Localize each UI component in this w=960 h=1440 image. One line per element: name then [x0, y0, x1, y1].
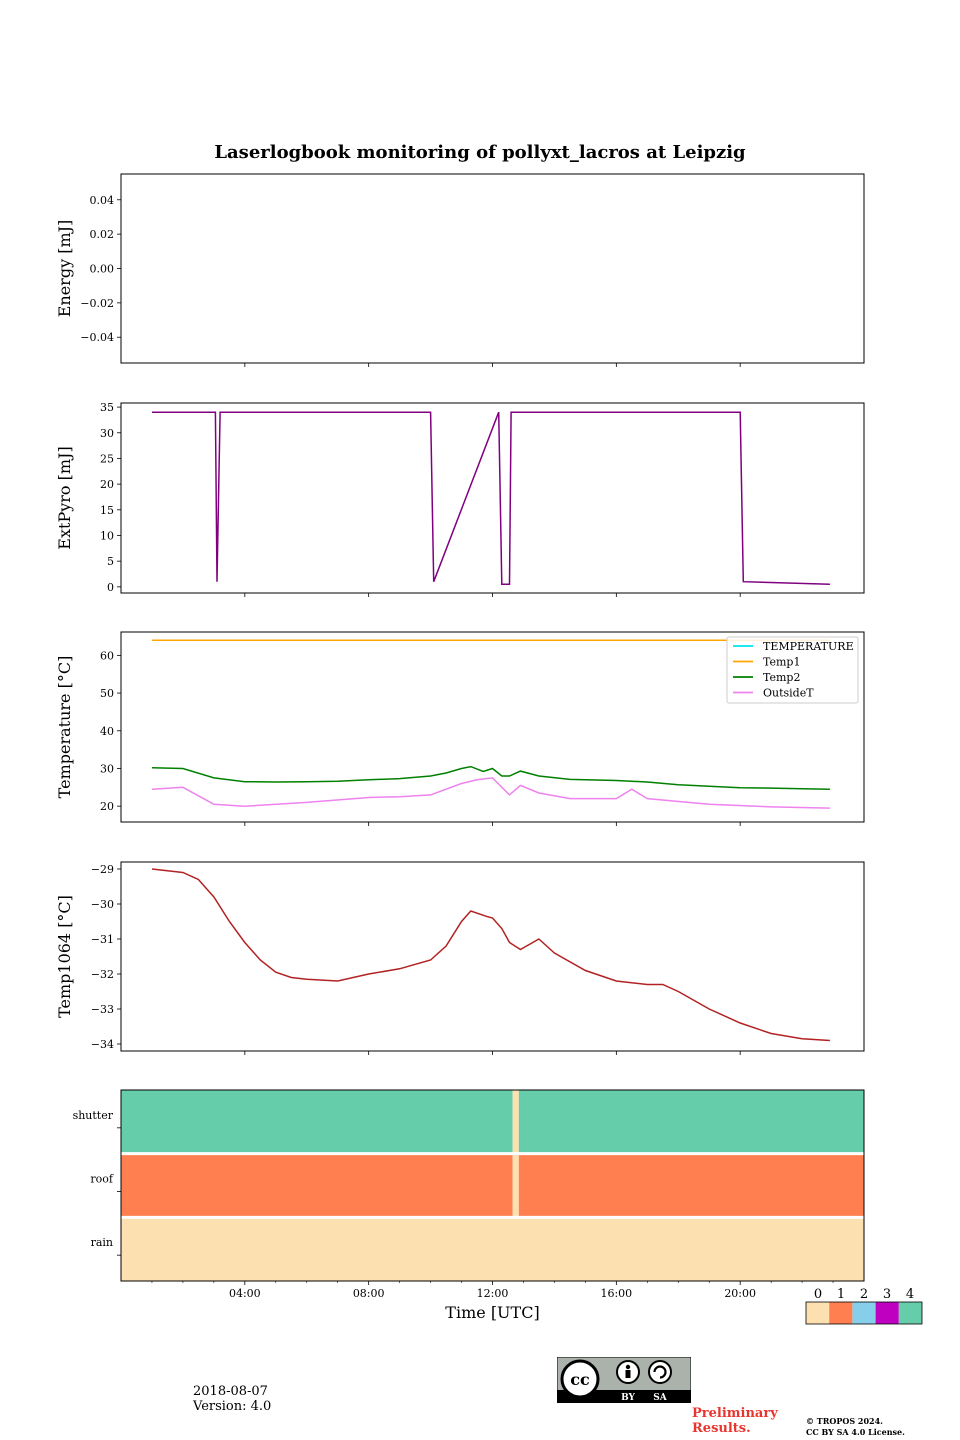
colorbar-frame — [805, 1301, 923, 1325]
cc-logo-icon — [560, 1359, 600, 1399]
y-tick-label-temp1064: −34 — [91, 1038, 114, 1051]
figure-title: Laserlogbook monitoring of pollyxt_lacro… — [214, 142, 746, 163]
y-tick-label-temperature: 60 — [100, 649, 114, 662]
colorbar-swatch-4 — [898, 1302, 922, 1324]
y-tick-label-temperature: 40 — [100, 725, 114, 738]
colorbar-swatch-1 — [829, 1302, 853, 1324]
preliminary-text: Preliminary Results. — [692, 1406, 778, 1436]
status-cell-rain — [121, 1217, 864, 1281]
legend-box — [726, 636, 859, 704]
by-label: BY — [621, 1393, 635, 1403]
plot-frame-extpyro — [120, 402, 865, 594]
y-tick-label-temperature: 20 — [100, 800, 114, 813]
status-cell-roof — [518, 1153, 864, 1218]
copyright-note: © TROPOS 2024. CC BY SA 4.0 License. — [806, 1416, 905, 1438]
legend-entry-0: TEMPERATURE — [763, 640, 854, 653]
panel-temp1064: −29 −30 −31 −32 −33 −34 Temp1064 [°C] — [55, 861, 865, 1055]
cc-logo-text: cc — [570, 1370, 590, 1389]
status-cell-shutter — [512, 1090, 519, 1154]
y-tick-label-temp1064: −33 — [91, 1003, 114, 1016]
y-tick-label-extpyro: 5 — [107, 555, 114, 568]
date-label: 2018-08-07 — [193, 1384, 268, 1399]
colorbar-label-4: 4 — [906, 1287, 914, 1302]
y-tick-label-extpyro: 35 — [100, 401, 114, 414]
legend-entry-2: Temp2 — [763, 671, 800, 684]
panel-status: shutter roof rain 04:00 08:00 12:00 16:00 20:00… — [73, 1089, 923, 1325]
legend-entry-1: Temp1 — [763, 656, 800, 669]
sa-share-icon — [648, 1360, 672, 1384]
by-head-icon — [625, 1364, 631, 1370]
x-tick-label: 12:00 — [477, 1287, 509, 1300]
cc-license-badge[interactable]: cc BY SA — [557, 1357, 691, 1403]
y-tick-label-extpyro: 25 — [100, 452, 114, 465]
colorbar-label-3: 3 — [883, 1287, 891, 1302]
x-tick-label: 20:00 — [724, 1287, 756, 1300]
y-tick-label-energy: −0.02 — [80, 297, 114, 310]
colorbar-swatch-3 — [875, 1302, 899, 1324]
y-tick-label-temp1064: −30 — [91, 898, 114, 911]
y-tick-label-temp1064: −31 — [91, 933, 114, 946]
by-body-icon — [625, 1370, 631, 1378]
copyright-line-1: © TROPOS 2024. — [806, 1416, 883, 1426]
preliminary-note: Preliminary Results. — [692, 1406, 788, 1436]
series-line-temp1064-0 — [151, 868, 830, 1042]
colorbar-swatch-0 — [806, 1302, 830, 1324]
y-axis-label-energy: Energy [mJ] — [55, 220, 74, 318]
y-tick-label-energy: 0.02 — [90, 228, 115, 241]
series-line-temperature-3 — [151, 777, 830, 809]
y-tick-label-temperature: 30 — [100, 762, 114, 775]
sa-arrow-icon — [653, 1365, 667, 1379]
status-cell-shutter — [121, 1090, 513, 1154]
y-axis-label-temperature: Temperature [°C] — [55, 656, 74, 799]
y-tick-label-temp1064: −32 — [91, 968, 114, 981]
status-cell-shutter — [518, 1090, 864, 1154]
y-tick-label-temp1064: −29 — [91, 863, 114, 876]
legend-entry-3: OutsideT — [763, 687, 814, 700]
plot-frame-temp1064 — [120, 861, 865, 1052]
y-tick-label-extpyro: 30 — [100, 427, 114, 440]
panel-extpyro: 35 30 25 20 15 10 5 0 ExtPyro [mJ] — [55, 401, 865, 597]
status-cell-roof — [512, 1153, 519, 1218]
y-axis-label-temp1064: Temp1064 [°C] — [55, 895, 74, 1018]
x-tick-label: 08:00 — [353, 1287, 385, 1300]
y-tick-label-extpyro: 0 — [107, 581, 114, 594]
row-label-rain: rain — [91, 1236, 113, 1249]
panel-temperature: 60 50 40 30 20 Temperature [°C] TEMPERATURE Tem… — [55, 631, 865, 826]
plot-frame-temperature — [120, 631, 865, 823]
y-tick-label-energy: 0.00 — [90, 263, 115, 276]
y-tick-label-extpyro: 20 — [100, 478, 114, 491]
colorbar-label-0: 0 — [814, 1287, 822, 1302]
row-label-shutter: shutter — [73, 1109, 114, 1122]
y-tick-label-energy: 0.04 — [90, 194, 115, 207]
status-cell-roof — [121, 1153, 513, 1218]
row-label-roof: roof — [90, 1173, 114, 1186]
series-line-extpyro-0 — [152, 411, 830, 586]
plot-frame-status — [120, 1089, 865, 1282]
y-tick-label-extpyro: 15 — [100, 504, 114, 517]
series-line-temperature-2 — [151, 765, 830, 790]
copyright-line-2: CC BY SA 4.0 License. — [806, 1427, 905, 1437]
colorbar-label-2: 2 — [860, 1287, 868, 1302]
y-tick-label-extpyro: 10 — [100, 529, 114, 542]
footer-info: 2018-08-07 Version: 4.0 — [193, 1384, 271, 1414]
sa-label: SA — [653, 1393, 667, 1403]
colorbar-swatch-2 — [852, 1302, 876, 1324]
y-tick-label-temperature: 50 — [100, 687, 114, 700]
version-label: Version: 4.0 — [193, 1399, 272, 1414]
y-tick-label-energy: −0.04 — [80, 331, 114, 344]
y-axis-label-extpyro: ExtPyro [mJ] — [55, 446, 74, 549]
panel-energy: 0.04 0.02 0.00 −0.02 −0.04 Energy [mJ] — [55, 173, 865, 367]
plot-frame-energy — [120, 173, 865, 364]
x-axis-label: Time [UTC] — [445, 1303, 539, 1322]
x-tick-label: 16:00 — [600, 1287, 632, 1300]
x-tick-label: 04:00 — [229, 1287, 261, 1300]
colorbar-label-1: 1 — [837, 1287, 845, 1302]
